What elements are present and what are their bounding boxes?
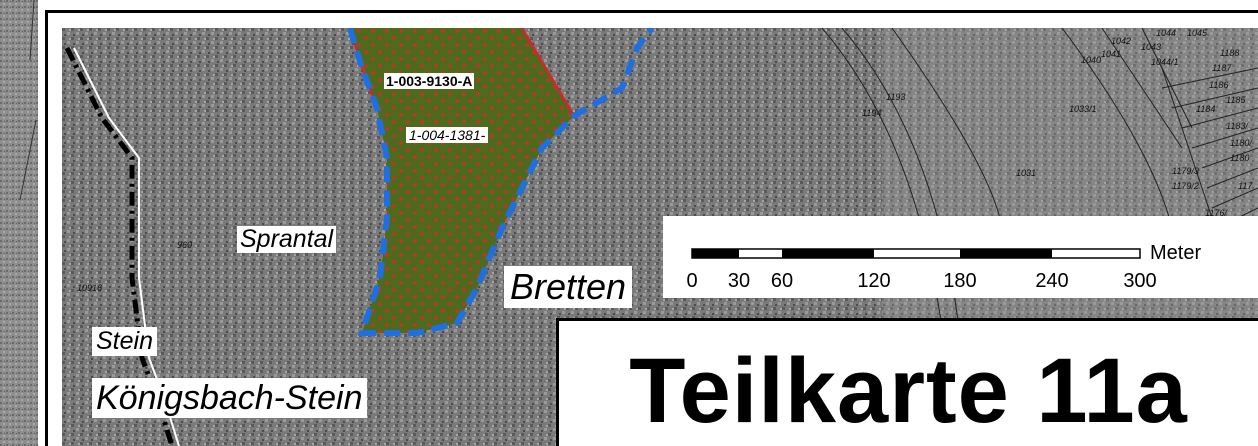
parcel-number: 1042 — [1111, 36, 1132, 46]
parcel-number: 1031 — [1016, 168, 1037, 178]
parcel-number: 960 — [177, 240, 193, 250]
parcel-number: 1187 — [1212, 63, 1232, 73]
parcel-number: 117 — [1238, 181, 1253, 191]
scale-tick-label: 0 — [686, 270, 698, 292]
parcel-number: 1044 — [1156, 28, 1177, 38]
scale-tick-label: 120 — [857, 270, 891, 292]
adjacent-map-strip — [0, 0, 38, 446]
scale-tick-label: 300 — [1123, 270, 1157, 292]
parcel-number: 1184 — [1196, 104, 1216, 114]
place-label-sprantal: Sprantal — [237, 226, 337, 253]
map-title: Teilkarte 11a — [629, 340, 1188, 442]
scale-tick-label: 180 — [943, 270, 977, 292]
parcel-number: 1186 — [1209, 80, 1229, 90]
adjacent-map-texture — [0, 0, 38, 446]
parcel-number: 1176/ — [1205, 208, 1227, 218]
parcel-number: 1194 — [862, 108, 882, 118]
parcel-number: 1193 — [886, 92, 906, 102]
parcel-number: 1185 — [1226, 95, 1246, 105]
area-boundary — [347, 28, 655, 336]
parcel-number: 1040 — [1081, 55, 1102, 65]
area-label-2: 1-004-1381- — [406, 127, 489, 143]
parcel-number: 1041 — [1101, 49, 1122, 59]
scale-unit-label: Meter — [1150, 242, 1202, 264]
parcel-number: 1044/1 — [1151, 57, 1179, 67]
scale-tick-label: 240 — [1035, 270, 1069, 292]
parcel-number: 1179/3 — [1172, 166, 1199, 176]
parcel-number: 10916 — [77, 283, 103, 293]
parcel-number: 1033/1 — [1069, 104, 1097, 114]
scale-tick-label: 30 — [727, 270, 751, 292]
parcel-number: 1179/2 — [1172, 181, 1199, 191]
parcel-number: 1188 — [1220, 48, 1240, 58]
parcel-number: 1183/ — [1226, 121, 1248, 131]
parcel-number: 1180/ — [1230, 138, 1252, 148]
parcel-number: 1045 — [1187, 28, 1208, 38]
place-label-stein: Stein — [92, 327, 157, 356]
scale-tick-label: 60 — [770, 270, 794, 292]
parcel-number: 1180 — [1230, 153, 1250, 163]
red-outline-right — [520, 28, 576, 117]
title-box: Teilkarte 11a — [556, 318, 1258, 446]
place-label-bretten: Bretten — [504, 266, 633, 308]
place-label-koenigsbach-stein: Königsbach-Stein — [92, 378, 367, 418]
protected-area[interactable] — [350, 28, 574, 333]
area-label-1: 1-003-9130-A — [384, 73, 475, 89]
parcel-number: 1043 — [1141, 42, 1162, 52]
